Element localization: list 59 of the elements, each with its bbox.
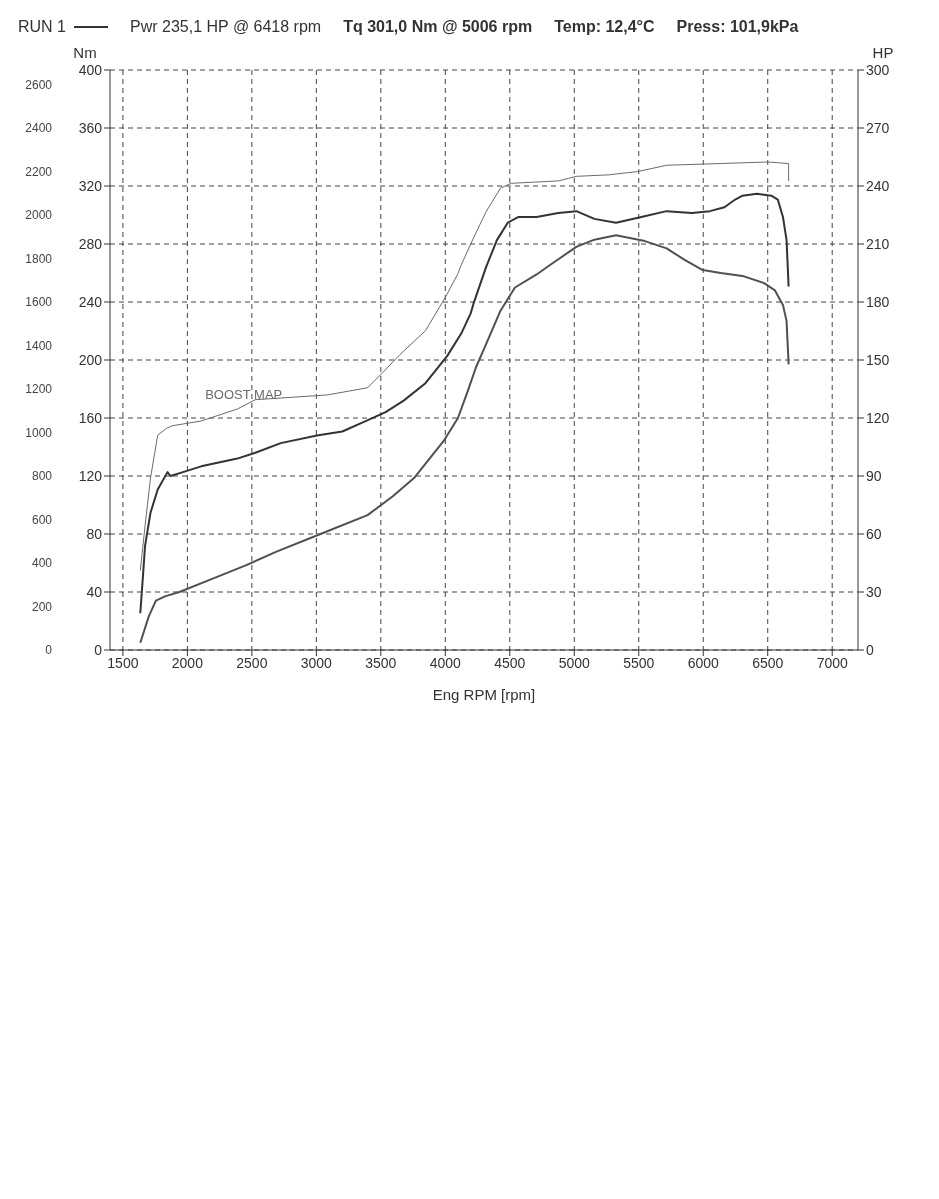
y-tick-label: 360 [78,119,103,136]
line-series [139,192,790,615]
y-tick-label: 320 [78,177,103,194]
y2-tick-label: 150 [866,351,890,368]
y2-tick-label: 0 [866,641,874,658]
x-tick-label: 3500 [365,654,397,671]
y-tick-label: 400 [78,61,103,78]
x-tick-label: 5500 [623,654,655,671]
y2-axis-title: HP [872,44,894,61]
y-axis-title: Nm [73,44,97,61]
y2-tick-label: 180 [866,293,890,310]
y3-tick-label: 1600 [25,295,53,310]
y3-tick-label: 2000 [25,208,53,223]
x-tick-label: 2000 [171,654,204,671]
y3-tick-label: 0 [45,643,53,658]
y3-tick-label: 1200 [25,382,53,397]
text: Press: 101,9kPa [676,18,799,36]
y3-tick-label: 2200 [25,164,53,179]
x-tick-label: 6000 [687,654,720,671]
y2-tick-label: 90 [866,467,882,484]
line-series [139,161,790,572]
x-axis-title: Eng RPM [rpm] [432,686,536,703]
y3-tick-label: 600 [31,512,53,527]
y3-tick-label: 2600 [25,77,53,92]
y2-tick-label: 30 [866,583,882,600]
y2-tick-label: 120 [866,409,890,426]
y-tick-label: 240 [78,293,103,310]
y2-tick-label: 270 [866,119,890,136]
y3-tick-label: 400 [31,556,53,571]
y3-tick-label: 1800 [25,251,53,266]
x-tick-label: 2500 [236,654,268,671]
y-tick-label: 120 [78,467,103,484]
x-tick-label: 5000 [558,654,591,671]
text: Pwr 235,1 HP @ 6418 rpm [130,18,322,36]
y3-tick-label: 1400 [25,338,53,353]
y-tick-label: 280 [78,235,103,252]
y3-tick-label: 2400 [25,121,53,136]
x-tick-label: 4000 [429,654,462,671]
y-tick-label: 0 [94,641,103,658]
x-tick-label: 4500 [494,654,526,671]
y2-tick-label: 240 [866,177,890,194]
x-tick-label: 1500 [107,654,139,671]
y2-tick-label: 300 [866,61,890,78]
y3-tick-label: 800 [31,469,53,484]
y2-tick-label: 210 [866,235,890,252]
series-label: BOOST MAP [205,387,283,402]
y3-tick-label: 1000 [25,425,53,440]
y-tick-label: 200 [78,351,103,368]
x-tick-label: 6500 [752,654,784,671]
chart-title: RUN 1 [18,18,67,36]
y-tick-label: 40 [86,583,103,600]
y2-tick-label: 60 [866,525,882,542]
text: Tq 301,0 Nm @ 5006 rpm [343,18,533,36]
x-tick-label: 3000 [300,654,333,671]
y3-tick-label: 200 [31,599,53,614]
x-tick-label: 7000 [816,654,848,671]
y-tick-label: 80 [86,525,103,542]
y-tick-label: 160 [78,409,103,426]
text: Temp: 12,4°C [554,18,655,36]
